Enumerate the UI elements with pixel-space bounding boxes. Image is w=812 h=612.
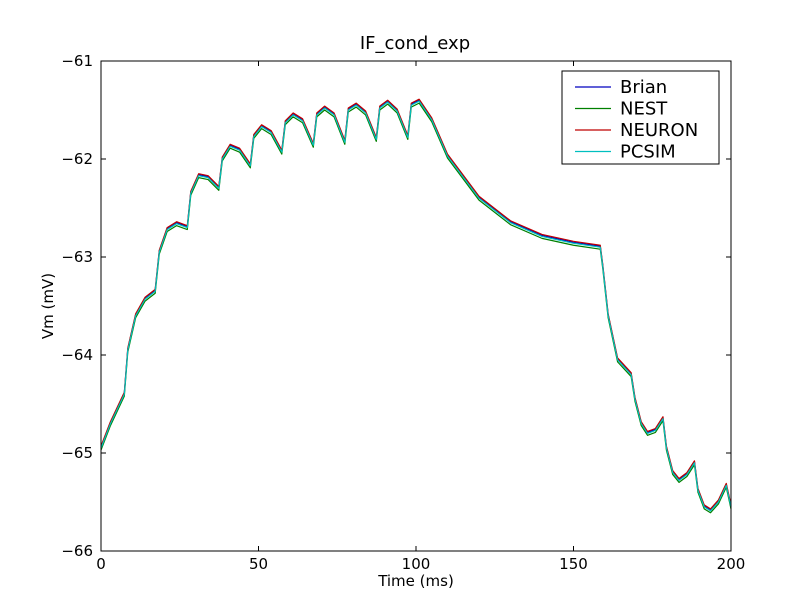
series-line-nest bbox=[100, 102, 732, 514]
plot-lines bbox=[100, 98, 732, 514]
x-tick-label: 0 bbox=[96, 555, 106, 573]
series-line-neuron bbox=[100, 98, 732, 510]
series-line-pcsim bbox=[100, 100, 732, 512]
y-tick-label: −62 bbox=[61, 150, 93, 168]
legend-label-neuron: NEURON bbox=[620, 120, 698, 141]
x-axis-label: Time (ms) bbox=[377, 572, 454, 590]
x-tick-label: 100 bbox=[402, 555, 431, 573]
legend-label-nest: NEST bbox=[620, 99, 668, 120]
y-axis: −66 −65 −64 −63 −62 −61 bbox=[61, 52, 731, 560]
legend-label-brian: Brian bbox=[620, 77, 667, 98]
y-axis-label: Vm (mV) bbox=[39, 273, 57, 339]
y-tick-label: −61 bbox=[61, 52, 93, 70]
legend-label-pcsim: PCSIM bbox=[620, 142, 676, 163]
x-tick-label: 150 bbox=[559, 555, 588, 573]
x-axis: 0 50 100 150 200 bbox=[96, 61, 745, 573]
y-tick-label: −65 bbox=[61, 444, 93, 462]
y-tick-label: −66 bbox=[61, 542, 93, 560]
chart-title: IF_cond_exp bbox=[360, 33, 470, 54]
y-tick-label: −63 bbox=[61, 248, 93, 266]
y-tick-label: −64 bbox=[61, 346, 93, 364]
x-tick-label: 200 bbox=[717, 555, 746, 573]
x-tick-label: 50 bbox=[249, 555, 268, 573]
